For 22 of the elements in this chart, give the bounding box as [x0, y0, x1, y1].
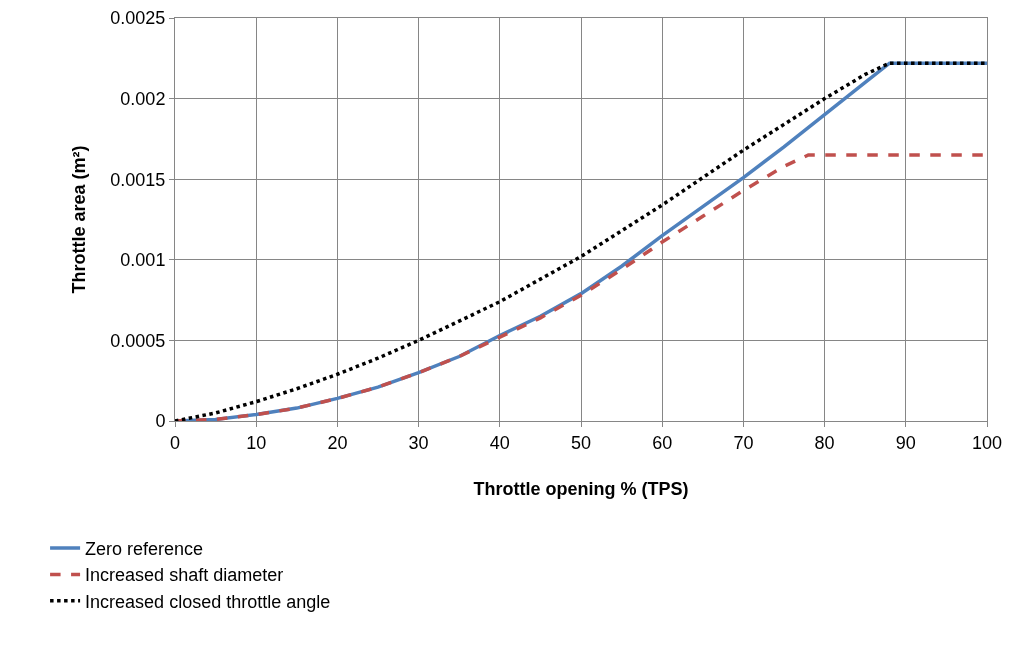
- x-tick-label: 60: [652, 432, 673, 453]
- y-tick-label: 0: [155, 411, 166, 432]
- x-tick-label: 10: [246, 432, 267, 453]
- y-tick-label: 0.0015: [110, 169, 166, 190]
- y-axis-title: Throttle area (m²): [68, 145, 89, 294]
- y-tick-label: 0.002: [120, 88, 166, 109]
- x-tick-label: 40: [489, 432, 510, 453]
- legend-label: Zero reference: [85, 539, 204, 560]
- x-tick-label: 0: [169, 432, 181, 453]
- x-tick-label: 30: [408, 432, 429, 453]
- y-tick-label: 0.001: [120, 250, 166, 271]
- x-tick-label: 50: [570, 432, 592, 453]
- x-tick-label: 100: [971, 432, 1003, 453]
- x-tick-label: 80: [814, 432, 835, 453]
- x-axis-title: Throttle opening % (TPS): [473, 478, 689, 499]
- y-tick-label: 0.0025: [110, 8, 166, 29]
- x-tick-label: 20: [327, 432, 348, 453]
- legend-label: Increased shaft diameter: [85, 565, 284, 586]
- y-tick-label: 0.0005: [110, 330, 166, 351]
- x-tick-label: 90: [895, 432, 916, 453]
- legend-label: Increased closed throttle angle: [85, 591, 331, 612]
- x-tick-label: 70: [733, 432, 754, 453]
